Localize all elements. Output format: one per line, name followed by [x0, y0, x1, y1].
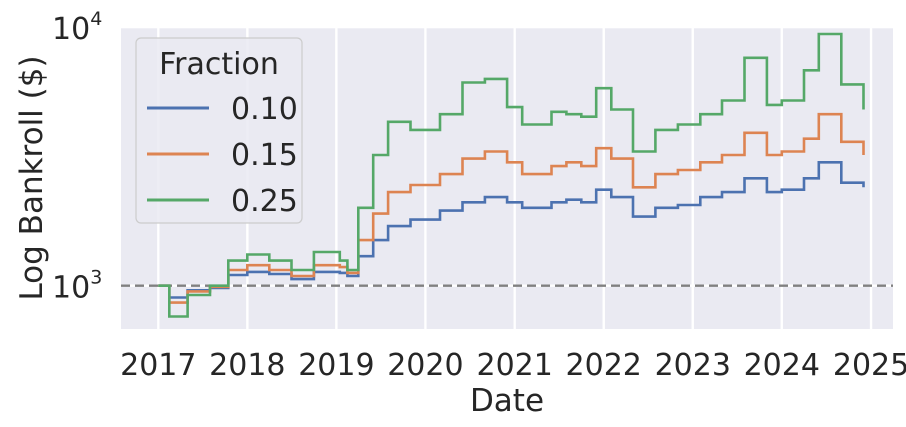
legend-title: Fraction	[159, 47, 279, 82]
series-lines	[158, 32, 865, 318]
x-tick-label: 2022	[566, 348, 642, 383]
x-tick-label: 2020	[387, 348, 463, 383]
x-tick-labels: 2017 2018 2019 2020 2021 2022 2023 2024 2025	[120, 348, 906, 383]
legend-label-2: 0.25	[231, 184, 298, 219]
x-tick-label: 2019	[298, 348, 374, 383]
legend-label-0: 0.10	[231, 92, 298, 127]
x-tick-label: 2024	[744, 348, 820, 383]
series-line-0	[158, 161, 865, 299]
y-tick-labels: 103 104	[52, 8, 102, 306]
y-tick-label: 104	[52, 8, 102, 47]
x-tick-label: 2023	[655, 348, 731, 383]
legend: Fraction 0.10 0.15 0.25	[135, 37, 303, 224]
legend-box	[135, 37, 303, 224]
y-tick-label: 103	[52, 267, 102, 306]
legend-items: 0.10 0.15 0.25	[147, 92, 298, 219]
x-tick-label: 2025	[833, 348, 906, 383]
x-tick-label: 2021	[477, 348, 553, 383]
x-tick-label: 2018	[209, 348, 285, 383]
y-axis-label: Log Bankroll ($)	[14, 55, 50, 300]
x-tick-label: 2017	[120, 348, 196, 383]
series-line-1	[158, 112, 865, 304]
series-line-2	[158, 32, 865, 318]
x-axis-label: Date	[470, 383, 544, 419]
legend-label-1: 0.15	[231, 138, 298, 173]
